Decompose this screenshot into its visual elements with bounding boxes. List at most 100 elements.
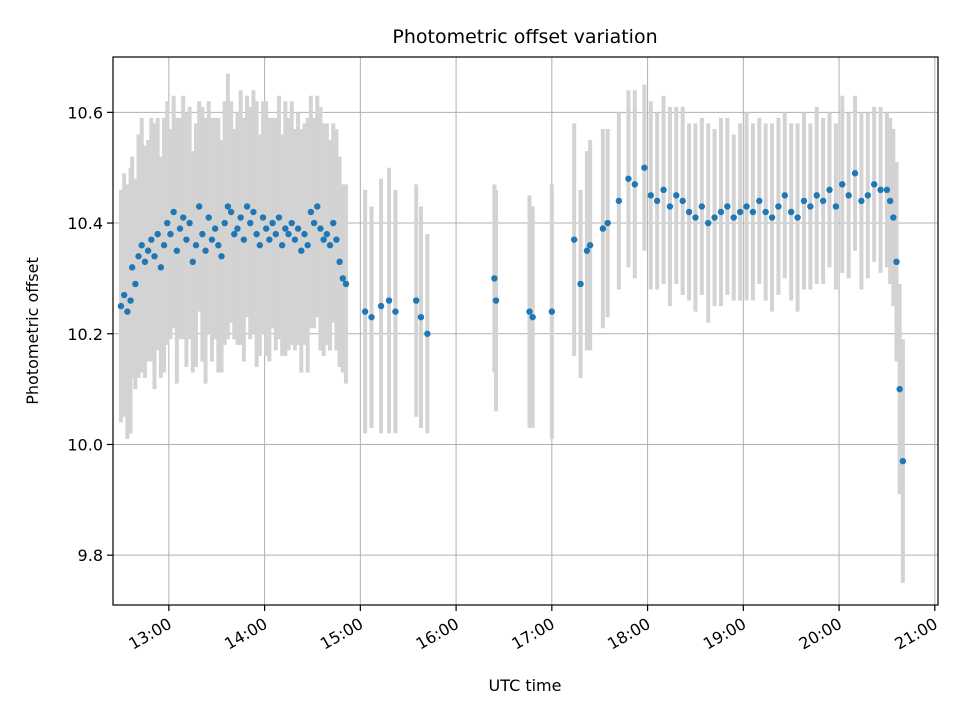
data-point — [124, 308, 131, 315]
data-point — [762, 208, 769, 216]
data-point — [583, 247, 591, 254]
data-point — [577, 280, 584, 288]
data-point — [819, 197, 827, 205]
data-point — [377, 302, 385, 310]
data-point — [304, 242, 311, 249]
data-point — [310, 219, 318, 227]
data-point — [243, 203, 251, 210]
data-point — [278, 242, 286, 249]
data-point — [247, 219, 254, 227]
data-point — [148, 236, 155, 243]
data-point — [775, 203, 782, 210]
data-point — [653, 197, 661, 205]
data-point — [288, 219, 295, 227]
data-point — [250, 208, 257, 216]
data-point — [749, 208, 757, 216]
data-point — [326, 242, 334, 249]
data-point — [224, 203, 232, 210]
data-point — [266, 236, 273, 243]
data-point — [336, 258, 343, 266]
data-point — [253, 230, 260, 238]
data-point — [883, 186, 891, 194]
data-point — [625, 175, 632, 182]
data-point — [237, 214, 244, 221]
data-point — [864, 192, 871, 199]
data-point — [412, 297, 420, 304]
data-point — [392, 308, 399, 315]
data-point — [529, 313, 536, 321]
data-point — [491, 275, 498, 282]
data-point — [227, 208, 235, 216]
data-point — [183, 236, 190, 243]
data-point — [291, 236, 299, 243]
data-point — [157, 264, 165, 271]
data-point — [202, 247, 209, 254]
x-axis-label: UTC time — [489, 676, 562, 695]
data-point — [330, 219, 337, 227]
data-point — [679, 197, 686, 205]
data-point — [877, 186, 884, 194]
data-point — [705, 219, 712, 227]
data-point — [851, 170, 859, 177]
data-point — [548, 308, 556, 315]
data-point — [298, 247, 305, 254]
data-point — [768, 214, 776, 221]
data-point — [845, 192, 852, 199]
y-tick-label: 10.6 — [67, 103, 103, 122]
data-point — [368, 313, 375, 321]
y-tick-label: 9.8 — [78, 546, 103, 565]
data-point — [138, 242, 145, 249]
y-tick-label: 10.4 — [67, 214, 103, 233]
data-point — [167, 230, 174, 238]
y-tick-label: 10.0 — [67, 435, 103, 454]
data-point — [743, 203, 750, 210]
data-point — [221, 219, 228, 227]
data-point — [272, 230, 279, 238]
data-point — [218, 253, 225, 260]
data-point — [647, 192, 654, 199]
data-point — [339, 275, 346, 282]
data-points — [117, 164, 907, 465]
y-tick-label: 10.2 — [67, 325, 103, 344]
data-point — [294, 225, 302, 232]
data-point — [492, 297, 500, 304]
data-point — [170, 208, 177, 216]
data-point — [120, 291, 128, 299]
data-point — [205, 214, 212, 221]
data-point — [839, 181, 846, 188]
data-point — [269, 219, 276, 227]
data-point — [800, 197, 808, 205]
data-point — [361, 308, 369, 315]
data-point — [730, 214, 737, 221]
data-point — [333, 236, 340, 243]
data-point — [631, 181, 639, 188]
data-point — [317, 225, 324, 232]
data-point — [570, 236, 578, 243]
data-point — [813, 192, 820, 199]
data-point — [692, 214, 699, 221]
data-point — [586, 242, 594, 249]
data-point — [307, 208, 315, 216]
data-point — [711, 214, 718, 221]
data-point — [599, 225, 607, 232]
data-point — [164, 219, 171, 227]
y-axis-label: Photometric offset — [23, 257, 42, 405]
data-point — [826, 186, 833, 194]
data-point — [736, 208, 744, 216]
data-point — [141, 258, 149, 266]
data-point — [195, 203, 203, 210]
data-point — [320, 236, 327, 243]
data-point — [160, 242, 168, 249]
data-point — [301, 230, 308, 238]
data-point — [424, 330, 431, 337]
data-point — [717, 208, 725, 216]
data-point — [794, 214, 801, 221]
data-point — [323, 230, 331, 238]
chart-title: Photometric offset variation — [392, 26, 657, 48]
data-point — [262, 225, 270, 232]
data-point — [173, 247, 181, 254]
data-point — [756, 197, 763, 205]
data-point — [604, 219, 611, 227]
data-point — [154, 230, 161, 238]
